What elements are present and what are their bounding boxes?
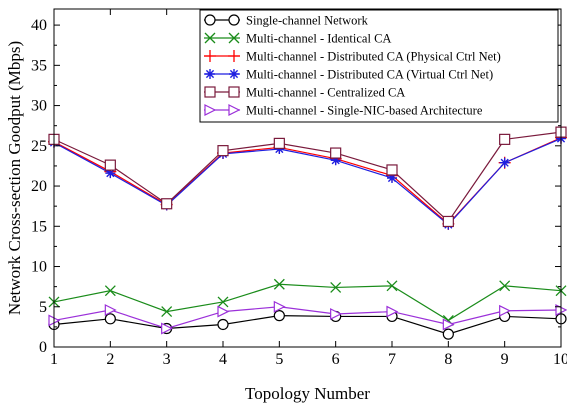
x-tick-label: 3 (163, 351, 171, 368)
data-point (442, 328, 454, 340)
legend-marker (204, 86, 216, 98)
legend-marker (204, 14, 216, 26)
data-point (274, 144, 285, 155)
y-tick-label: 0 (39, 339, 47, 356)
legend-marker (228, 50, 240, 62)
x-tick-label: 6 (332, 351, 340, 368)
series-1 (48, 310, 567, 340)
series-line (53, 131, 562, 223)
legend-marker (204, 104, 217, 116)
data-point (217, 305, 230, 318)
data-point (386, 164, 398, 176)
y-tick-label: 15 (31, 218, 47, 235)
series-5 (48, 126, 567, 228)
x-tick-label: 10 (553, 351, 567, 368)
x-tick-label: 9 (501, 351, 509, 368)
data-point (273, 278, 285, 290)
series-line (53, 138, 562, 226)
legend-marker (228, 32, 240, 44)
y-tick-label: 20 (31, 178, 47, 195)
data-point (217, 296, 229, 308)
series-line (53, 306, 562, 330)
x-tick-label: 5 (275, 351, 283, 368)
data-point (330, 147, 342, 159)
data-point (273, 310, 285, 322)
legend-marker (229, 69, 239, 79)
x-tick-label: 8 (444, 351, 452, 368)
data-point (217, 145, 229, 157)
plot-layer (48, 126, 567, 340)
data-point (104, 285, 116, 297)
legend-label: Multi-channel - Distributed CA (Physical… (246, 50, 501, 64)
data-point (442, 318, 455, 331)
legend-label: Multi-channel - Identical CA (246, 32, 391, 46)
x-tick-label: 1 (50, 351, 58, 368)
legend-label: Multi-channel - Distributed CA (Virtual … (246, 68, 493, 82)
data-point (161, 306, 173, 318)
series-6 (48, 300, 567, 335)
series-3 (48, 131, 567, 230)
legend-marker (204, 50, 216, 62)
data-point (273, 300, 286, 313)
data-point (386, 305, 399, 318)
series-2 (48, 278, 567, 326)
data-point (387, 173, 397, 183)
series-line (53, 315, 562, 335)
x-axis-label: Topology Number (245, 384, 370, 403)
y-tick-label: 35 (31, 57, 47, 74)
legend-marker (228, 14, 240, 26)
series-line (53, 137, 562, 225)
data-point (330, 281, 342, 293)
data-point (499, 304, 512, 317)
data-point (161, 322, 174, 335)
series-line (53, 283, 562, 322)
data-point (104, 304, 117, 316)
legend-entry: Multi-channel - Centralized CA (204, 86, 405, 100)
legend-marker (205, 69, 215, 79)
legend: Single-channel Network Multi-channel - Id… (199, 9, 559, 123)
data-point (105, 168, 116, 179)
y-tick-label: 5 (39, 299, 47, 316)
y-tick-label: 30 (31, 98, 47, 115)
x-tick-label: 2 (106, 351, 114, 368)
data-point (330, 308, 343, 320)
legend-entry: Multi-channel - Distributed CA (Physical… (204, 50, 501, 64)
plot-frame (53, 8, 562, 348)
data-point (442, 215, 454, 228)
legend-box (199, 9, 559, 123)
data-point (273, 137, 285, 149)
data-point (386, 280, 398, 292)
legend-entry: Multi-channel - Single-NIC-based Archite… (204, 104, 483, 118)
legend-label: Single-channel Network (246, 14, 369, 28)
legend-label: Multi-channel - Single-NIC-based Archite… (246, 104, 483, 118)
y-axis-label: Network Cross-section Goodput (Mbps) (5, 41, 24, 315)
legend-marker (204, 32, 216, 44)
data-point (217, 318, 229, 331)
legend-marker (228, 104, 241, 116)
legend-marker (228, 86, 240, 98)
legend-entry: Multi-channel - Identical CA (204, 32, 391, 46)
y-tick-label: 25 (31, 138, 47, 155)
data-point (499, 133, 511, 145)
y-tick-label: 10 (31, 259, 47, 276)
legend-entry: Multi-channel - Distributed CA (Virtual … (204, 68, 493, 82)
x-tick-label: 4 (219, 351, 227, 368)
y-tick-label: 40 (31, 17, 47, 34)
x-tick-label: 7 (388, 351, 396, 368)
data-point (499, 280, 511, 292)
legend-label: Multi-channel - Centralized CA (246, 86, 405, 100)
data-point (499, 157, 510, 168)
data-point (104, 313, 116, 325)
data-point (330, 155, 341, 166)
legend-entry: Single-channel Network (204, 14, 369, 28)
data-point (161, 198, 173, 210)
data-point (104, 159, 116, 171)
